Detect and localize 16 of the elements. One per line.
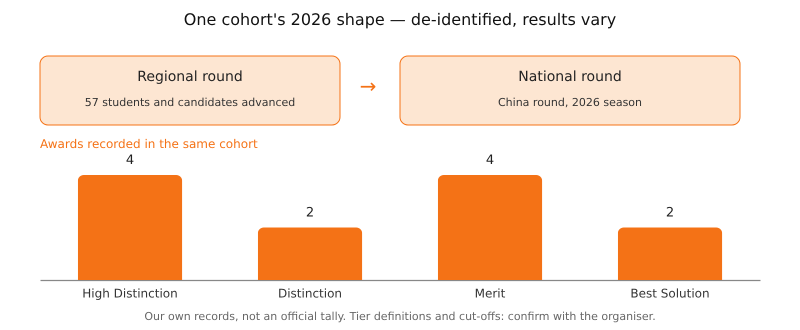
- x-tick-label: Best Solution: [630, 286, 710, 300]
- text: National round: [518, 69, 622, 85]
- data-label: 4: [126, 153, 134, 168]
- data-label: 2: [306, 206, 314, 220]
- text: China round, 2026 season: [498, 96, 642, 109]
- x-tick-label: Distinction: [278, 286, 342, 300]
- text: Regional round: [137, 69, 243, 85]
- chart-title: One cohort's 2026 shape — de-identified, results vary: [184, 10, 616, 29]
- text: 57 students and candidates advanced: [84, 96, 296, 109]
- x-tick-label: High Distinction: [82, 286, 178, 300]
- data-label: 4: [486, 153, 494, 168]
- chart-subtitle: Awards recorded in the same cohort: [40, 137, 258, 151]
- text: →: [360, 74, 376, 98]
- data-label: 2: [666, 206, 674, 220]
- x-tick-label: Merit: [474, 286, 506, 300]
- text: Our own records, not an official tally. Tier definitions and cut-offs: confirm with the organiser.: [144, 310, 656, 323]
